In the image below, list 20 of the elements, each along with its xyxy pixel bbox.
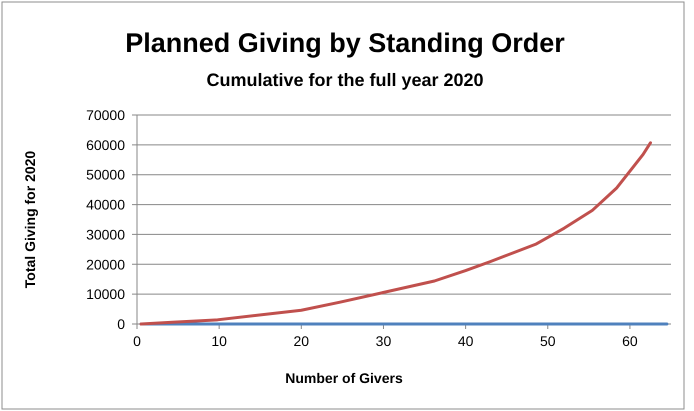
y-tick-label: 50000 <box>86 166 126 183</box>
x-tick-label: 30 <box>376 333 392 349</box>
x-tick-label: 50 <box>540 333 556 349</box>
x-tick-label: 40 <box>458 333 474 349</box>
x-axis-title: Number of Givers <box>285 370 403 386</box>
y-tick-label: 40000 <box>86 196 126 213</box>
line-series <box>140 141 652 326</box>
chart-subtitle: Cumulative for the full year 2020 <box>206 70 484 90</box>
chart-title: Planned Giving by Standing Order <box>125 28 566 58</box>
x-tick-label: 60 <box>622 333 638 349</box>
y-tick-label: 30000 <box>86 226 126 242</box>
y-axis-title: Total Giving for 2020 <box>22 150 38 288</box>
y-tick-label: 0 <box>117 316 126 332</box>
y-tick-label: 60000 <box>86 136 126 153</box>
x-tick-label: 10 <box>211 333 228 349</box>
y-tick-label: 10000 <box>86 286 126 302</box>
y-tick-label: 20000 <box>86 256 126 272</box>
y-tick-label: 70000 <box>86 107 126 123</box>
x-tick-label: 0 <box>133 333 142 349</box>
x-tick-label: 20 <box>294 333 310 349</box>
